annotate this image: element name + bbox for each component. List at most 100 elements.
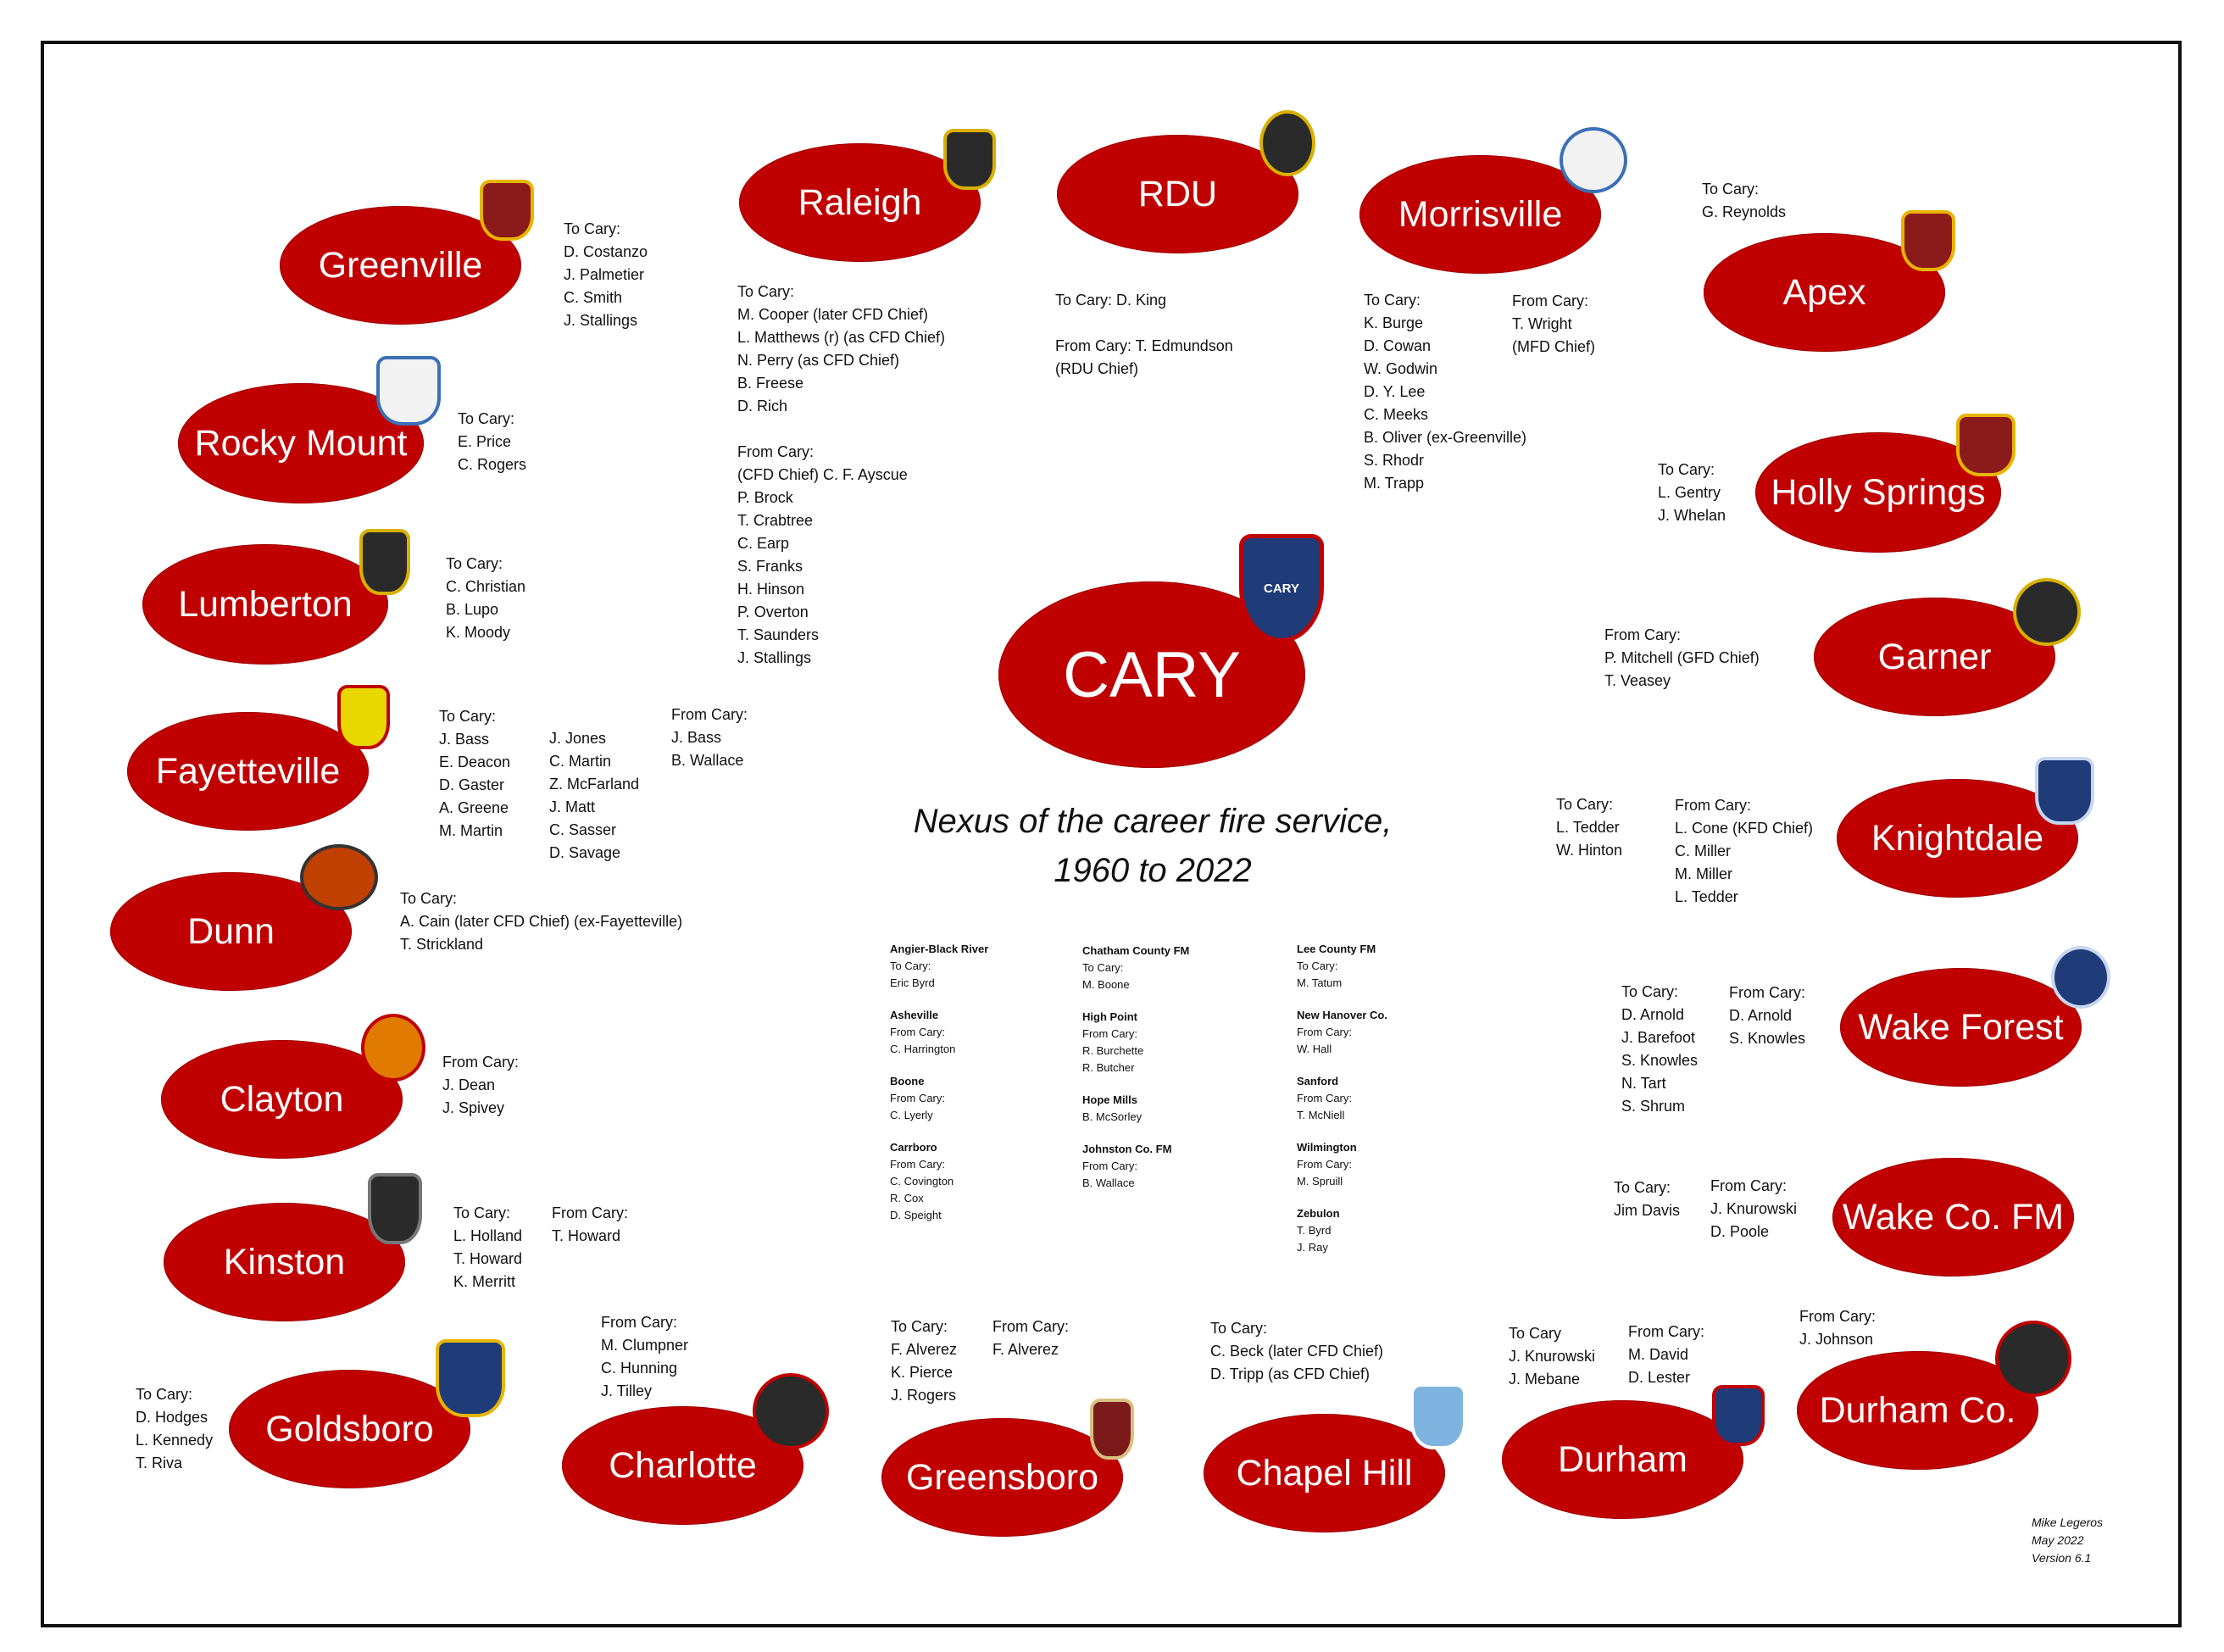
list-line: W. Godwin xyxy=(1364,360,1438,377)
list-line: D. Hodges xyxy=(136,1409,208,1426)
garner-badge-icon xyxy=(2013,578,2081,646)
list-line: To Cary: xyxy=(453,1204,511,1221)
list-line: J. Whelan xyxy=(1658,507,1726,524)
charlotte-from-cary-list: From Cary: M. Clumpner C. Hunning J. Tilley xyxy=(601,1311,688,1403)
small-departments-column-2: Chatham County FM To Cary: M. Boone High Po… xyxy=(1082,943,1189,1207)
list-line: K. Moody xyxy=(446,624,511,641)
small-department-block: Zebulon T. Byrd J. Ray xyxy=(1297,1205,1387,1256)
signature-author: Mike Legeros xyxy=(2032,1516,2104,1529)
list-line: D. Costanzo xyxy=(564,243,648,260)
list-line: From Cary: xyxy=(1512,292,1588,309)
list-line: To Cary: xyxy=(1210,1320,1268,1337)
list-line: T. Strickland xyxy=(400,936,484,953)
list-line: P. Mitchell (GFD Chief) xyxy=(1604,649,1760,666)
list-line: To Cary: xyxy=(1621,983,1679,1000)
list-line: E. Deacon xyxy=(439,754,511,770)
list-line: C. Earp xyxy=(737,535,790,552)
small-department-line: T. McNiell xyxy=(1297,1109,1345,1121)
node-morrisville: Morrisville xyxy=(1359,155,1601,274)
small-department-block: Hope Mills B. McSorley xyxy=(1082,1092,1189,1126)
rocky-mount-to-cary-list: To Cary: E. Price C. Rogers xyxy=(458,408,526,476)
small-department-block: High Point From Cary: R. Burchette R. Butch… xyxy=(1082,1009,1189,1076)
node-lumberton: Lumberton xyxy=(142,544,388,665)
small-department-line: C. Lyerly xyxy=(890,1109,933,1121)
list-line: J. Stallings xyxy=(737,649,812,666)
list-line: E. Price xyxy=(458,433,512,450)
node-goldsboro: Goldsboro xyxy=(229,1370,470,1488)
list-line: T. Wright xyxy=(1512,315,1572,332)
small-departments-column-3: Lee County FM To Cary: M. Tatum New Hanover… xyxy=(1297,941,1387,1271)
wake-forest-from-cary-list: From Cary: D. Arnold S. Knowles xyxy=(1729,982,1805,1050)
list-line: C. Martin xyxy=(549,753,612,770)
small-department-name: Angier-Black River xyxy=(890,943,989,955)
small-departments-column-1: Angier-Black River To Cary: Eric Byrd Ashev… xyxy=(890,941,988,1239)
small-department-name: Hope Mills xyxy=(1082,1093,1138,1106)
list-line: S. Shrum xyxy=(1621,1098,1686,1115)
list-line: J. Barefoot xyxy=(1621,1029,1696,1046)
fayetteville-from-cary-list: From Cary: J. Bass B. Wallace xyxy=(671,704,748,772)
list-line: To Cary: xyxy=(1614,1179,1671,1196)
small-department-line: M. Tatum xyxy=(1297,976,1343,989)
list-line: To Cary: xyxy=(400,890,458,907)
list-line: B. Lupo xyxy=(446,601,499,618)
morrisville-to-cary-list: To Cary: K. Burge D. Cowan W. Godwin D. Y. L… xyxy=(1364,289,1526,495)
small-department-line: W. Hall xyxy=(1297,1043,1332,1055)
small-department-line: C. Harrington xyxy=(890,1043,956,1055)
goldsboro-badge-icon xyxy=(436,1339,505,1417)
list-line: D. Savage xyxy=(549,844,621,861)
list-line: J. Knurowski xyxy=(1509,1348,1596,1365)
greenville-to-cary-list: To Cary: D. Costanzo J. Palmetier C. Smith J… xyxy=(564,218,648,332)
list-line: From Cary: T. Edmundson xyxy=(1055,337,1233,354)
list-line: J. Rogers xyxy=(891,1387,957,1404)
node-clayton: Clayton xyxy=(161,1040,403,1159)
list-line: L. Kennedy xyxy=(136,1432,214,1449)
list-line: S. Rhodr xyxy=(1364,452,1425,469)
small-department-line: To Cary: xyxy=(1082,961,1124,974)
kinston-from-cary-list: From Cary: T. Howard xyxy=(552,1202,628,1248)
dunn-to-cary-list: To Cary: A. Cain (later CFD Chief) (ex-Fa… xyxy=(400,887,682,956)
list-line: S. Knowles xyxy=(1621,1052,1699,1069)
raleigh-badge-icon xyxy=(943,129,996,190)
list-line: D. Rich xyxy=(737,398,788,414)
list-line: K. Burge xyxy=(1364,314,1424,331)
list-line: F. Alverez xyxy=(992,1341,1059,1358)
list-line: D. Tripp (as CFD Chief) xyxy=(1210,1366,1371,1382)
tagline-line-1: Nexus of the career fire service, xyxy=(913,803,1393,840)
signature-date: May 2022 xyxy=(2032,1533,2084,1547)
node-kinston: Kinston xyxy=(164,1203,405,1321)
small-department-block: Lee County FM To Cary: M. Tatum xyxy=(1297,941,1387,992)
goldsboro-to-cary-list: To Cary: D. Hodges L. Kennedy T. Riva xyxy=(136,1383,213,1475)
list-line: To Cary: xyxy=(1658,461,1715,478)
node-durham: Durham xyxy=(1502,1400,1743,1519)
durham-co-from-cary-list: From Cary: J. Johnson xyxy=(1799,1305,1876,1351)
small-department-name: Johnston Co. FM xyxy=(1082,1143,1172,1155)
chapel-hill-badge-icon xyxy=(1410,1383,1466,1449)
list-line: P. Brock xyxy=(737,489,793,506)
list-line: J. Johnson xyxy=(1799,1331,1874,1348)
small-department-name: Sanford xyxy=(1297,1075,1339,1087)
list-line: D. Poole xyxy=(1710,1223,1770,1240)
list-line: To Cary: xyxy=(446,555,503,572)
small-department-line: From Cary: xyxy=(890,1026,945,1038)
list-line: To Cary: xyxy=(439,708,497,725)
list-line: M. Miller xyxy=(1675,865,1732,882)
list-line: J. Matt xyxy=(549,798,596,815)
wake-co-fm-from-cary-list: From Cary: J. Knurowski D. Poole xyxy=(1710,1175,1797,1243)
list-line: From Cary: xyxy=(1675,797,1751,814)
small-department-name: Lee County FM xyxy=(1297,943,1376,955)
raleigh-to-cary-list: To Cary: M. Cooper (later CFD Chief) L. Ma… xyxy=(737,281,945,418)
small-department-line: B. Wallace xyxy=(1082,1176,1135,1189)
list-line: G. Reynolds xyxy=(1702,203,1787,220)
list-line: F. Alverez xyxy=(891,1341,958,1358)
tagline: Nexus of the career fire service, 1960 t… xyxy=(856,797,1449,895)
small-department-block: Boone From Cary: C. Lyerly xyxy=(890,1073,988,1124)
page-border xyxy=(41,41,2182,1627)
list-line: A. Greene xyxy=(439,799,509,816)
small-department-block: Chatham County FM To Cary: M. Boone xyxy=(1082,943,1189,993)
node-rdu: RDU xyxy=(1057,135,1298,253)
list-line: From Cary: xyxy=(601,1314,677,1331)
small-department-line: From Cary: xyxy=(1297,1092,1352,1104)
rdu-transfers-list: To Cary: D. King From Cary: T. Edmundson… xyxy=(1055,289,1233,381)
list-line: C. Miller xyxy=(1675,843,1731,859)
